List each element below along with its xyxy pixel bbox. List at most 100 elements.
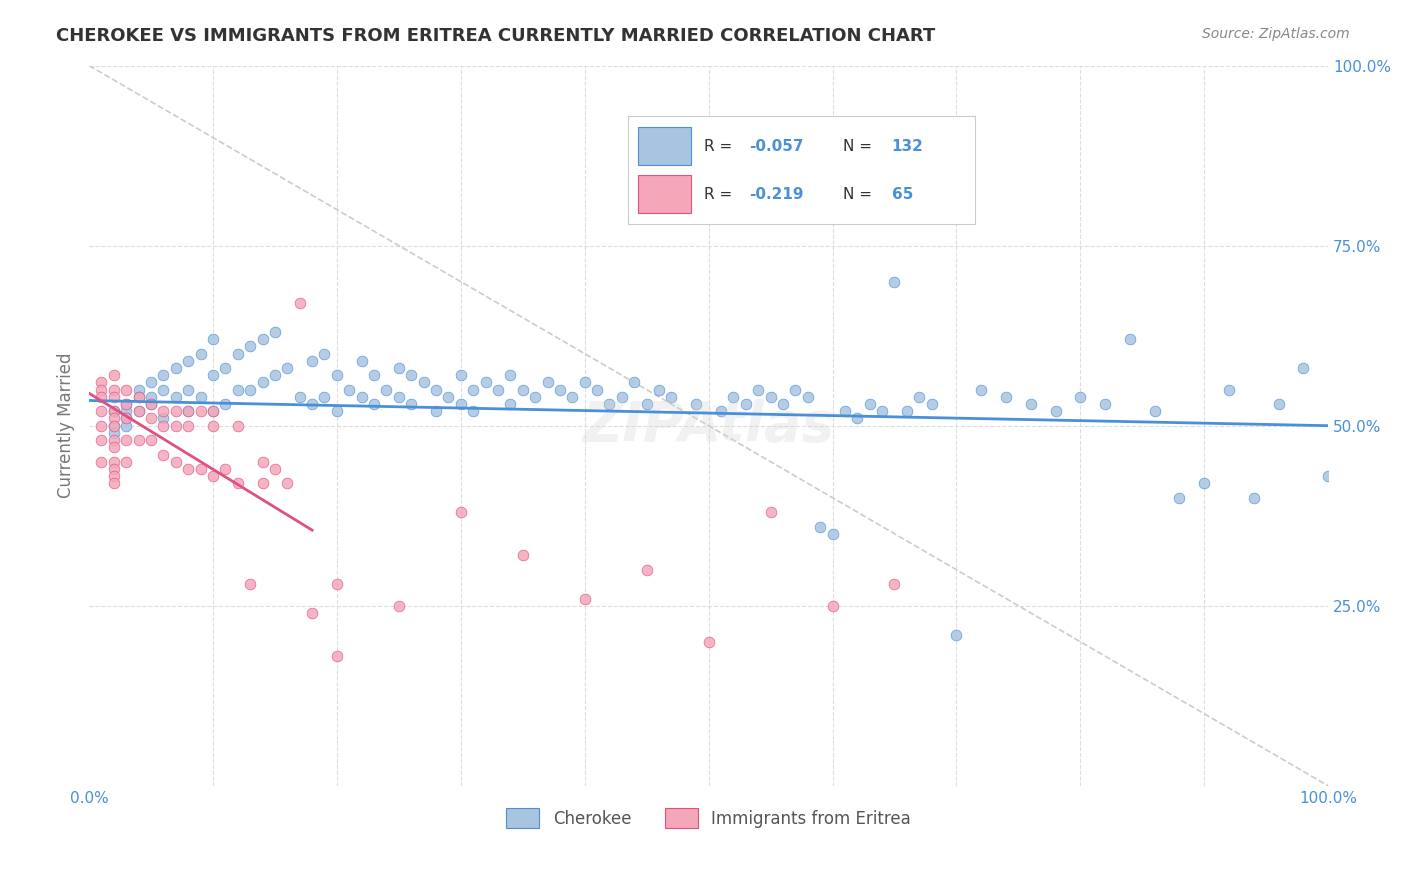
Point xyxy=(115,418,138,433)
Point xyxy=(574,591,596,606)
Point xyxy=(697,634,720,648)
Point xyxy=(139,390,162,404)
Point xyxy=(697,167,720,181)
Point xyxy=(103,404,125,418)
Point xyxy=(128,404,150,418)
Point xyxy=(1317,469,1340,483)
Point xyxy=(463,383,485,397)
Point xyxy=(90,433,112,447)
Point xyxy=(747,383,769,397)
Point xyxy=(239,577,262,591)
Point xyxy=(412,376,434,390)
Point xyxy=(548,383,571,397)
Point xyxy=(388,361,411,376)
Text: ZIPAtlas: ZIPAtlas xyxy=(582,399,835,453)
Point xyxy=(437,390,460,404)
Point xyxy=(723,390,745,404)
Point xyxy=(399,397,422,411)
Point xyxy=(177,404,200,418)
Point xyxy=(201,368,224,383)
Point xyxy=(450,397,472,411)
Point xyxy=(103,462,125,476)
Point xyxy=(103,469,125,483)
Point xyxy=(239,339,262,353)
Y-axis label: Currently Married: Currently Married xyxy=(58,353,75,499)
Point xyxy=(486,383,509,397)
Point xyxy=(883,577,905,591)
Point xyxy=(759,390,782,404)
Point xyxy=(115,404,138,418)
Point xyxy=(103,418,125,433)
Point xyxy=(337,383,360,397)
Point xyxy=(90,455,112,469)
Point xyxy=(834,404,856,418)
Point xyxy=(103,455,125,469)
Point xyxy=(165,390,187,404)
Point xyxy=(165,404,187,418)
Point xyxy=(399,368,422,383)
Point xyxy=(685,397,707,411)
Point xyxy=(512,549,534,563)
Point xyxy=(226,418,249,433)
Point xyxy=(152,411,174,425)
Point xyxy=(908,390,931,404)
Point xyxy=(128,404,150,418)
Point xyxy=(252,376,274,390)
Point xyxy=(152,368,174,383)
Point xyxy=(115,433,138,447)
Point xyxy=(103,425,125,440)
Point xyxy=(264,462,287,476)
Point xyxy=(103,411,125,425)
Point xyxy=(276,361,298,376)
Legend: Cherokee, Immigrants from Eritrea: Cherokee, Immigrants from Eritrea xyxy=(499,801,918,835)
Point xyxy=(152,418,174,433)
Point xyxy=(115,411,138,425)
Point xyxy=(139,397,162,411)
Point xyxy=(1045,404,1067,418)
Point xyxy=(499,397,522,411)
Point xyxy=(994,390,1017,404)
Point xyxy=(226,346,249,360)
Point xyxy=(115,383,138,397)
Point xyxy=(859,397,882,411)
Point xyxy=(796,390,818,404)
Point xyxy=(177,462,200,476)
Point xyxy=(177,354,200,368)
Point xyxy=(610,390,633,404)
Point xyxy=(710,404,733,418)
Point xyxy=(190,390,212,404)
Point xyxy=(388,390,411,404)
Point xyxy=(1168,491,1191,505)
Point xyxy=(474,376,496,390)
Point xyxy=(301,354,323,368)
Point xyxy=(190,462,212,476)
Point xyxy=(1069,390,1091,404)
Point xyxy=(177,418,200,433)
Point xyxy=(226,476,249,491)
Point xyxy=(103,418,125,433)
Point xyxy=(103,390,125,404)
Point xyxy=(388,599,411,613)
Point xyxy=(1267,397,1289,411)
Point xyxy=(425,383,447,397)
Point xyxy=(1218,383,1240,397)
Point xyxy=(363,368,385,383)
Point xyxy=(375,383,398,397)
Point xyxy=(821,599,844,613)
Point xyxy=(115,397,138,411)
Point xyxy=(970,383,993,397)
Point xyxy=(152,383,174,397)
Point xyxy=(598,397,620,411)
Point xyxy=(288,390,311,404)
Point xyxy=(1192,476,1215,491)
Point xyxy=(139,411,162,425)
Point xyxy=(586,383,609,397)
Point xyxy=(201,332,224,346)
Point xyxy=(301,606,323,620)
Point xyxy=(103,368,125,383)
Point xyxy=(772,397,794,411)
Point xyxy=(276,476,298,491)
Point xyxy=(512,383,534,397)
Point xyxy=(636,397,658,411)
Point xyxy=(103,440,125,454)
